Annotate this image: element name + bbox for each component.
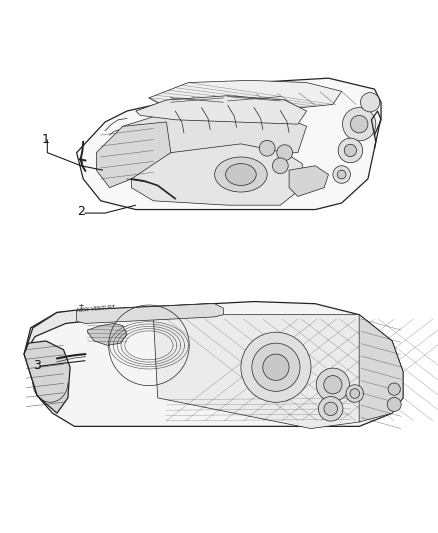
- Polygon shape: [77, 304, 223, 324]
- Text: NEW VENTURE: NEW VENTURE: [77, 304, 116, 313]
- Polygon shape: [149, 80, 342, 110]
- Circle shape: [318, 397, 343, 421]
- Polygon shape: [359, 314, 403, 422]
- Text: 2: 2: [77, 205, 85, 218]
- Polygon shape: [289, 166, 328, 197]
- Polygon shape: [153, 314, 403, 429]
- Polygon shape: [24, 302, 403, 426]
- Circle shape: [344, 144, 357, 157]
- Circle shape: [333, 166, 350, 183]
- Circle shape: [259, 140, 275, 156]
- Circle shape: [388, 383, 400, 395]
- Polygon shape: [77, 78, 381, 209]
- Circle shape: [252, 343, 300, 391]
- Polygon shape: [123, 109, 307, 155]
- Text: 1: 1: [42, 133, 49, 146]
- Circle shape: [324, 376, 342, 394]
- Circle shape: [316, 368, 350, 401]
- Polygon shape: [131, 144, 302, 205]
- Circle shape: [338, 138, 363, 163]
- Polygon shape: [88, 324, 127, 345]
- Circle shape: [277, 145, 293, 160]
- Ellipse shape: [215, 157, 267, 192]
- Text: 3: 3: [33, 359, 41, 373]
- Polygon shape: [24, 341, 70, 413]
- Polygon shape: [24, 304, 215, 354]
- Circle shape: [337, 170, 346, 179]
- Circle shape: [387, 398, 401, 411]
- Polygon shape: [96, 122, 171, 188]
- Circle shape: [241, 332, 311, 402]
- Circle shape: [343, 108, 376, 141]
- Circle shape: [346, 385, 364, 402]
- Circle shape: [360, 93, 380, 112]
- Circle shape: [263, 354, 289, 381]
- Circle shape: [350, 115, 368, 133]
- Circle shape: [350, 389, 360, 398]
- Circle shape: [324, 402, 337, 416]
- Circle shape: [272, 158, 288, 174]
- Ellipse shape: [226, 164, 256, 185]
- Polygon shape: [136, 96, 307, 124]
